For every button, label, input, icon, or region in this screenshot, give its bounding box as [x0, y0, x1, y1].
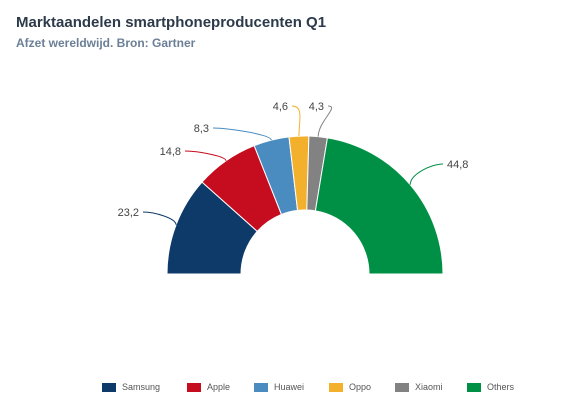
- legend-label: Oppo: [349, 382, 372, 392]
- legend-label: Xiaomi: [415, 382, 443, 392]
- data-label-xiaomi: 4,3: [309, 101, 324, 113]
- data-label-oppo: 4,6: [273, 101, 288, 113]
- legend-swatch: [395, 382, 409, 392]
- data-label-huawei: 8,3: [194, 123, 209, 135]
- legend-label: Others: [487, 382, 515, 392]
- legend-item-apple[interactable]: Apple: [187, 382, 230, 392]
- legend-item-oppo[interactable]: Oppo: [329, 382, 371, 392]
- data-label-others: 44,8: [447, 159, 468, 171]
- legend-item-others[interactable]: Others: [467, 382, 514, 392]
- legend-swatch: [254, 382, 268, 392]
- connector-xiaomi: [317, 105, 333, 137]
- chart-legend: Samsung Apple Huawei Oppo Xiaomi Others: [0, 382, 568, 398]
- legend-label: Samsung: [122, 382, 161, 392]
- connector-oppo: [291, 105, 301, 137]
- connector-samsung: [142, 211, 177, 225]
- connector-others: [409, 163, 444, 185]
- legend-label: Apple: [207, 382, 231, 392]
- legend-label: Huawei: [274, 382, 305, 392]
- legend-swatch: [102, 382, 116, 392]
- chart-subtitle: Afzet wereldwijd. Bron: Gartner: [16, 36, 196, 50]
- legend-swatch: [187, 382, 201, 392]
- slice-others[interactable]: [314, 137, 444, 275]
- chart-title: Marktaandelen smartphoneproducenten Q1: [16, 14, 327, 31]
- data-label-apple: 14,8: [160, 146, 181, 158]
- legend-item-xiaomi[interactable]: Xiaomi: [395, 382, 443, 392]
- connector-huawei: [212, 127, 272, 141]
- legend-swatch: [329, 382, 343, 392]
- connector-apple: [184, 150, 227, 162]
- legend-item-huawei[interactable]: Huawei: [254, 382, 304, 392]
- data-label-samsung: 23,2: [118, 207, 139, 219]
- legend-item-samsung[interactable]: Samsung: [102, 382, 160, 392]
- legend-swatch: [467, 382, 481, 392]
